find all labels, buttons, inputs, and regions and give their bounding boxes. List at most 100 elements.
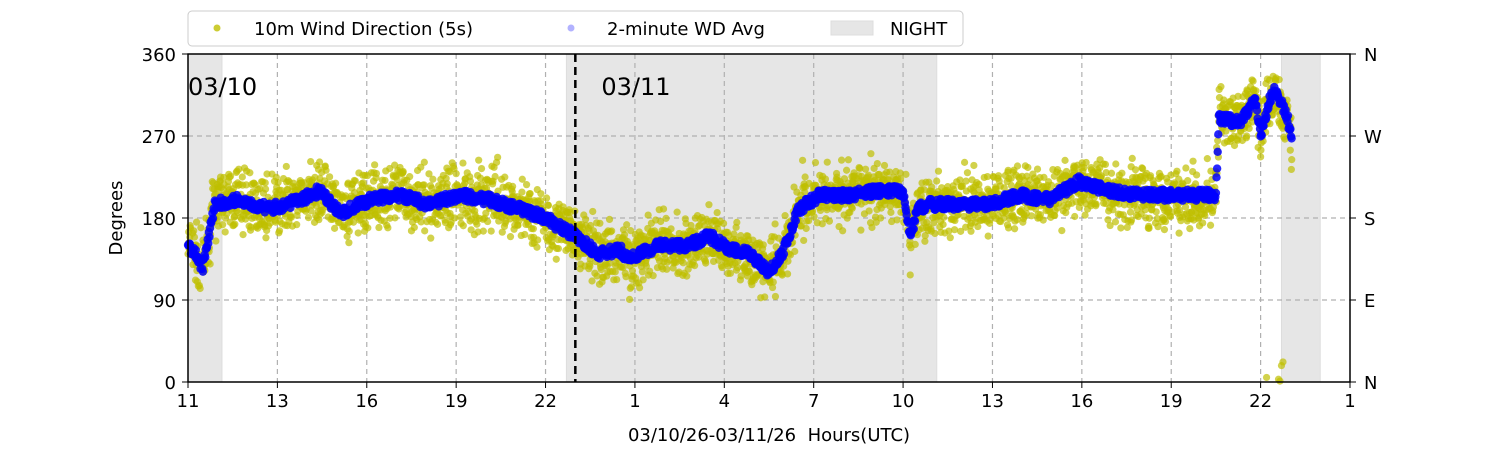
raw-wind-point <box>197 285 204 292</box>
raw-wind-point <box>799 157 806 164</box>
raw-wind-point <box>219 221 226 228</box>
raw-wind-point <box>518 189 525 196</box>
raw-wind-point <box>293 221 300 228</box>
raw-wind-point <box>521 231 528 238</box>
raw-wind-point <box>974 223 981 230</box>
raw-wind-point <box>305 214 312 221</box>
raw-wind-point <box>307 158 314 165</box>
raw-wind-point <box>1034 166 1041 173</box>
raw-wind-point <box>1146 215 1153 222</box>
avg-wind-point <box>792 217 800 225</box>
avg-wind-point <box>1286 125 1294 133</box>
raw-wind-point <box>537 190 544 197</box>
raw-wind-point <box>400 168 407 175</box>
raw-wind-point <box>720 220 727 227</box>
avg-wind-point <box>1213 164 1221 172</box>
raw-wind-point <box>421 159 428 166</box>
raw-wind-point <box>459 159 466 166</box>
raw-wind-point <box>534 236 541 243</box>
raw-wind-point <box>484 218 491 225</box>
raw-wind-point <box>770 278 777 285</box>
raw-wind-point <box>1204 155 1211 162</box>
avg-wind-point <box>1212 189 1220 197</box>
avg-wind-point <box>780 250 788 258</box>
raw-wind-point <box>1005 224 1012 231</box>
raw-wind-point <box>375 224 382 231</box>
raw-wind-point <box>1276 377 1283 384</box>
raw-wind-point <box>733 219 740 226</box>
raw-wind-point <box>1117 224 1124 231</box>
x-tick-label: 11 <box>177 391 200 412</box>
raw-wind-point <box>822 175 829 182</box>
raw-wind-point <box>411 224 418 231</box>
raw-wind-point <box>802 173 809 180</box>
raw-wind-point <box>523 181 530 188</box>
raw-wind-point <box>352 177 359 184</box>
raw-wind-point <box>543 194 550 201</box>
raw-wind-point <box>492 173 499 180</box>
avg-wind-point <box>1214 148 1222 156</box>
raw-wind-point <box>771 220 778 227</box>
raw-wind-point <box>893 216 900 223</box>
raw-wind-point <box>702 260 709 267</box>
raw-wind-point <box>985 232 992 239</box>
x-tick-label: 1 <box>629 391 640 412</box>
raw-wind-point <box>857 227 864 234</box>
raw-wind-point <box>1112 218 1119 225</box>
raw-wind-point <box>207 260 214 267</box>
raw-wind-point <box>480 228 487 235</box>
raw-wind-point <box>460 222 467 229</box>
raw-wind-point <box>246 169 253 176</box>
raw-wind-point <box>1207 222 1214 229</box>
raw-wind-point <box>839 227 846 234</box>
raw-wind-point <box>231 221 238 228</box>
raw-wind-point <box>674 209 681 216</box>
raw-wind-point <box>276 227 283 234</box>
raw-wind-point <box>877 214 884 221</box>
raw-wind-point <box>507 233 514 240</box>
raw-wind-point <box>608 227 615 234</box>
raw-wind-point <box>1287 147 1294 154</box>
raw-wind-point <box>373 170 380 177</box>
raw-wind-point <box>803 225 810 232</box>
raw-wind-point <box>530 225 537 232</box>
raw-wind-point <box>810 213 817 220</box>
raw-wind-point <box>262 179 269 186</box>
raw-wind-point <box>727 270 734 277</box>
raw-wind-point <box>527 190 534 197</box>
raw-wind-point <box>1040 217 1047 224</box>
raw-wind-point <box>1118 170 1125 177</box>
raw-wind-point <box>964 169 971 176</box>
raw-wind-point <box>533 244 540 251</box>
raw-wind-point <box>1011 225 1018 232</box>
raw-wind-point <box>1257 153 1264 160</box>
avg-wind-point <box>209 214 217 222</box>
raw-wind-point <box>812 159 819 166</box>
day-label-0311: 03/11 <box>601 73 670 101</box>
raw-wind-point <box>1061 157 1068 164</box>
raw-wind-point <box>545 202 552 209</box>
raw-wind-point <box>940 214 947 221</box>
raw-wind-point <box>509 183 516 190</box>
raw-wind-point <box>345 239 352 246</box>
avg-wind-point <box>1287 134 1295 142</box>
raw-wind-point <box>384 224 391 231</box>
raw-wind-point <box>1058 227 1065 234</box>
raw-wind-point <box>667 225 674 232</box>
raw-wind-point <box>940 221 947 228</box>
avg-wind-point <box>910 225 918 233</box>
raw-wind-point <box>381 177 388 184</box>
raw-wind-point <box>1182 164 1189 171</box>
raw-wind-point <box>761 293 768 300</box>
raw-wind-point <box>874 160 881 167</box>
x-tick-label: 10 <box>892 391 915 412</box>
avg-wind-point <box>201 253 209 261</box>
raw-wind-point <box>421 227 428 234</box>
raw-wind-point <box>951 226 958 233</box>
x-tick-label: 7 <box>808 391 819 412</box>
raw-wind-point <box>1024 164 1031 171</box>
x-tick-label: 13 <box>981 391 1004 412</box>
raw-wind-point <box>714 209 721 216</box>
raw-wind-point <box>660 205 667 212</box>
